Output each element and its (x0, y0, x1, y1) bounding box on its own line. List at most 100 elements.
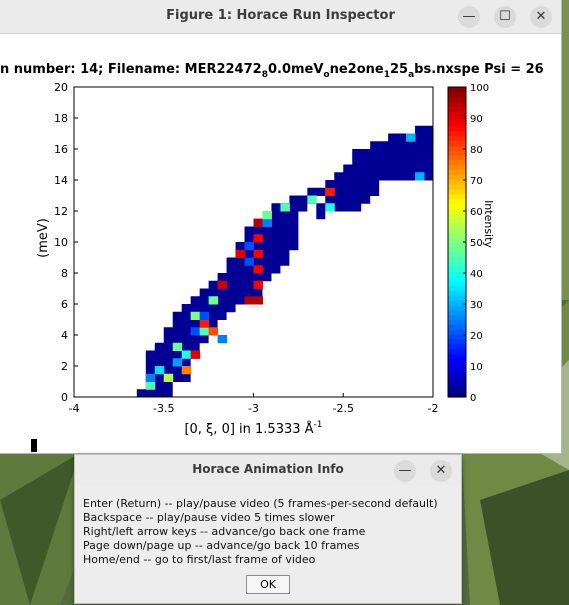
dialog-title: Horace Animation Info (192, 462, 344, 476)
colorbar-swatch (448, 174, 466, 180)
y-tick-label: 20 (54, 81, 68, 94)
heatmap-cell (253, 234, 263, 243)
heatmap-cell (190, 327, 201, 336)
heatmap-cell (163, 373, 174, 382)
dialog-titlebar[interactable]: Horace Animation Info — ✕ (75, 455, 461, 485)
dialog-instructions: Enter (Return) -- play/pause video (5 fr… (83, 497, 438, 567)
heatmap-cell (172, 358, 183, 367)
colorbar-swatch (448, 363, 466, 369)
x-tick-label: -4 (69, 402, 80, 415)
heatmap-cells (136, 125, 433, 398)
figure-window: Figure 1: Horace Run Inspector — ☐ ✕ n n… (0, 0, 561, 453)
colorbar-swatch (448, 261, 466, 267)
heatmap-cell (190, 350, 201, 359)
colorbar-swatch (448, 295, 466, 301)
colorbar-swatch (448, 208, 466, 214)
colorbar-swatch (448, 222, 466, 229)
colorbar-swatch (448, 154, 466, 161)
colorbar: 0 10 20 30 40 50 60 70 80 90 100 (447, 83, 489, 404)
heatmap-cell (325, 187, 335, 196)
colorbar-swatch (448, 203, 466, 209)
heatmap-cell (235, 249, 246, 258)
colorbar-swatch (448, 91, 466, 98)
colorbar-swatch (448, 275, 466, 282)
y-tick-label: 18 (54, 112, 68, 125)
heatmap-row (325, 187, 380, 196)
colorbar-swatch (448, 149, 466, 156)
colorbar-tick-label: 80 (470, 145, 483, 156)
colorbar-swatch (448, 212, 466, 219)
colorbar-swatch (448, 242, 466, 248)
heatmap-row (316, 211, 326, 220)
colorbar-swatch (448, 246, 466, 253)
colorbar-swatch (448, 227, 466, 233)
colorbar-tick-label: 100 (470, 83, 489, 94)
colorbar-tick-label: 60 (470, 207, 483, 218)
y-tick-label: 2 (61, 360, 68, 373)
colorbar-swatch (448, 101, 466, 107)
heatmap-row (145, 381, 173, 390)
heatmap-cell (181, 350, 192, 359)
heatmap-row (244, 234, 299, 243)
heatmap-row (325, 180, 380, 189)
figure-titlebar[interactable]: Figure 1: Horace Run Inspector — ☐ ✕ (0, 0, 561, 34)
colorbar-swatch (448, 377, 466, 384)
heatmap-cell (244, 257, 254, 266)
heatmap-cell (199, 319, 210, 328)
colorbar-swatch (448, 300, 466, 306)
colorbar-swatch (448, 372, 466, 379)
colorbar-swatch (448, 324, 466, 330)
minimize-button[interactable]: — (458, 6, 480, 28)
colorbar-swatch (448, 256, 466, 262)
heatmap-cell (208, 296, 219, 305)
colorbar-swatch (448, 285, 466, 292)
heatmap-cell (190, 311, 201, 320)
plot-title-part: n number: 14; Filename: MER22472 (0, 62, 262, 77)
heatmap-cell (244, 296, 254, 305)
heatmap-row (352, 149, 433, 158)
heatmap-cell (172, 342, 183, 351)
colorbar-tick-label: 90 (470, 114, 483, 125)
colorbar-swatch (448, 271, 466, 277)
colorbar-swatch (448, 392, 466, 398)
colorbar-tick-label: 20 (470, 331, 483, 342)
heatmap-cell (253, 280, 263, 289)
close-icon: ✕ (435, 463, 447, 478)
x-tick-label: -2.5 (333, 402, 354, 415)
colorbar-swatch (448, 145, 466, 151)
heatmap-cell (280, 203, 290, 212)
close-button[interactable]: ✕ (530, 6, 552, 28)
colorbar-tick-label: 0 (470, 393, 476, 404)
heatmap-cell (262, 218, 272, 227)
heatmap-row (244, 226, 299, 235)
colorbar-swatch (448, 280, 466, 287)
colorbar-swatch (448, 232, 466, 238)
heatmap-cell (244, 242, 254, 251)
colorbar-swatch (448, 217, 466, 224)
heatmap-cell (208, 327, 219, 336)
plot-title: n number: 14; Filename: MER2247280.0meVo… (0, 62, 544, 80)
instruction-line: Enter (Return) -- play/pause video (5 fr… (83, 497, 438, 510)
heatmap-row (172, 319, 218, 328)
heatmap-cell (253, 296, 263, 305)
y-tick-label: 12 (54, 205, 68, 218)
text-cursor (31, 439, 37, 452)
maximize-button[interactable]: ☐ (494, 6, 516, 28)
colorbar-swatch (448, 343, 466, 350)
heatmap-cell (262, 211, 272, 220)
heatmap-row (199, 288, 263, 297)
dialog-minimize-button[interactable]: — (394, 460, 416, 482)
minimize-icon: — (398, 463, 412, 478)
instruction-line: Backspace -- play/pause video 5 times sl… (83, 511, 335, 524)
dialog-close-button[interactable]: ✕ (430, 460, 452, 482)
colorbar-swatch (448, 251, 466, 258)
colorbar-swatch (448, 237, 466, 243)
plot-title-part: 25 (390, 62, 409, 77)
x-tick-label: -3 (248, 402, 259, 415)
heatmap-row (145, 350, 200, 359)
ok-button[interactable]: OK (246, 575, 290, 594)
colorbar-swatch (448, 96, 466, 103)
heatmap-row (226, 257, 290, 266)
heatmap-cell (253, 249, 263, 258)
